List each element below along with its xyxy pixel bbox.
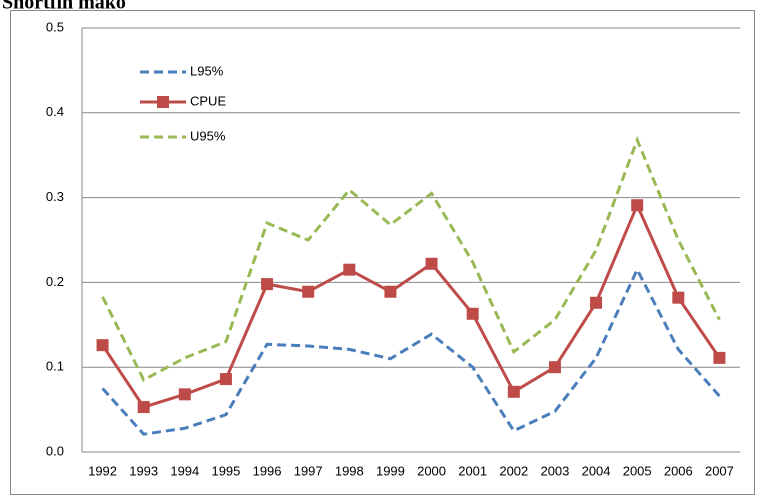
point-marker <box>219 373 232 386</box>
legend-label: L95% <box>190 63 224 78</box>
x-tick-label: 2005 <box>623 463 652 478</box>
point-marker <box>672 291 685 304</box>
x-tick-label: 1999 <box>376 463 405 478</box>
legend-label: CPUE <box>190 93 226 108</box>
x-tick-label: 1992 <box>88 463 117 478</box>
point-marker <box>548 361 561 374</box>
point-marker <box>261 278 274 291</box>
x-tick-label: 1994 <box>170 463 199 478</box>
x-tick-label: 2004 <box>582 463 611 478</box>
y-tick-label: 0.1 <box>46 359 64 374</box>
series-line <box>101 201 721 409</box>
legend-label: U95% <box>190 128 226 143</box>
x-tick-label: 2003 <box>540 463 569 478</box>
x-tick-label: 1993 <box>129 463 158 478</box>
x-tick-label: 1996 <box>253 463 282 478</box>
chart-title: Shortfin mako <box>2 0 126 14</box>
x-tick-label: 2000 <box>417 463 446 478</box>
point-marker <box>507 385 520 398</box>
x-tick-label: 2001 <box>458 463 487 478</box>
y-tick-label: 0.5 <box>46 19 64 34</box>
point-marker <box>713 351 726 364</box>
point-marker <box>137 401 150 414</box>
y-tick-label: 0.3 <box>46 189 64 204</box>
series-line <box>101 135 721 382</box>
x-tick-label: 1997 <box>294 463 323 478</box>
x-tick-label: 2006 <box>664 463 693 478</box>
y-tick-label: 0.0 <box>46 443 64 458</box>
chart-border <box>10 10 755 495</box>
legend-marker <box>157 96 169 108</box>
point-marker <box>178 388 191 401</box>
point-marker <box>343 263 356 276</box>
point-marker <box>425 257 438 270</box>
point-marker <box>590 296 603 309</box>
point-marker <box>466 307 479 320</box>
point-marker <box>631 199 644 212</box>
y-tick-label: 0.4 <box>46 104 64 119</box>
x-tick-label: 2007 <box>705 463 734 478</box>
point-marker <box>96 339 109 352</box>
series-line <box>101 266 721 436</box>
point-marker <box>384 285 397 298</box>
x-tick-label: 1998 <box>335 463 364 478</box>
y-tick-label: 0.2 <box>46 274 64 289</box>
x-tick-label: 1995 <box>211 463 240 478</box>
point-marker <box>302 285 315 298</box>
x-tick-label: 2002 <box>499 463 528 478</box>
